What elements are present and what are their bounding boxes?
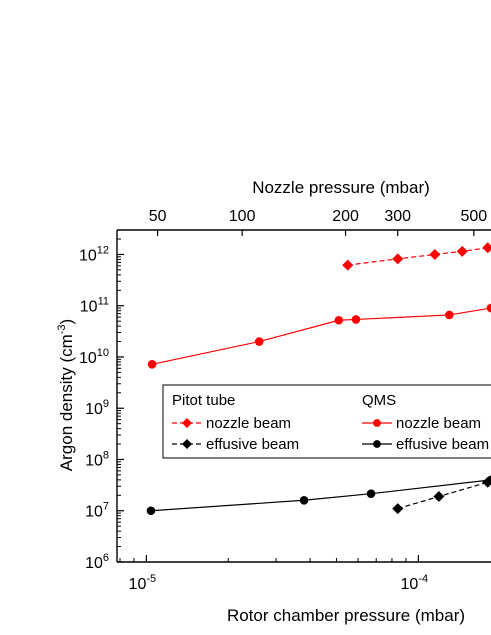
x-tick-label-exponent: -4 (418, 573, 428, 585)
legend-group-title-qms: QMS (362, 392, 396, 409)
data-point (433, 490, 445, 502)
plot-area (146, 242, 491, 516)
data-point (146, 506, 156, 516)
series-line (150, 479, 491, 512)
legend-marker (182, 439, 192, 449)
y-tick-label-base: 10 (85, 504, 103, 521)
data-point (254, 337, 264, 346)
y-axis-title-exponent: -3 (56, 324, 68, 334)
legend-marker (182, 418, 192, 428)
series-line (151, 307, 491, 365)
y-tick-label: 1010 (79, 347, 109, 367)
data-point (482, 242, 491, 254)
legend-box (162, 384, 491, 459)
x-axis-title: Rotor chamber pressure (mbar) (227, 606, 465, 625)
y-tick-label-exponent: 11 (98, 296, 109, 308)
y-tick-label: 108 (85, 449, 109, 469)
data-point (366, 489, 376, 498)
y-axis-title: Argon density (cm-3) (56, 319, 76, 471)
x-tick-label-base: 10 (401, 576, 419, 593)
y-tick-label: 1011 (80, 296, 109, 316)
y-tick-label-base: 10 (80, 299, 98, 316)
y-tick-label: 1012 (79, 244, 109, 264)
legend-group-title-pitot: Pitot tube (172, 392, 235, 409)
data-point (351, 315, 361, 324)
y-tick-label-base: 10 (79, 350, 97, 367)
y-tick-label-base: 10 (85, 452, 103, 469)
y-tick-label-exponent: 6 (103, 552, 109, 564)
legend-label: effusive beam (206, 436, 299, 453)
data-point (147, 359, 157, 369)
top-x-tick-label: 300 (384, 208, 411, 225)
y-tick-label-exponent: 7 (103, 501, 109, 513)
top-x-axis-title: Nozzle pressure (mbar) (252, 178, 430, 197)
y-tick-label-base: 10 (79, 247, 97, 264)
y-tick-label-base: 10 (85, 401, 103, 418)
data-point (456, 245, 468, 257)
y-tick-label: 106 (85, 552, 109, 572)
y-tick-label-exponent: 12 (97, 244, 109, 256)
x-tick-label: 10-4 (401, 573, 429, 593)
y-tick-label-exponent: 9 (103, 398, 109, 410)
legend-label: nozzle beam (396, 415, 481, 432)
legend-label: nozzle beam (206, 415, 291, 432)
top-x-tick-label: 100 (229, 208, 256, 225)
data-point (445, 310, 454, 320)
data-point (299, 495, 309, 505)
series-pitot-effusive-beam (392, 476, 491, 515)
legend-entry: effusive beam (362, 436, 489, 453)
data-point (429, 248, 441, 260)
data-point (486, 303, 491, 313)
legend-entry: effusive beam (172, 436, 299, 453)
series-qms-nozzle-beam (147, 303, 491, 369)
legend-entry: nozzle beam (172, 415, 291, 432)
y-tick-label-base: 10 (85, 555, 103, 572)
series-pitot-nozzle-beam (342, 242, 491, 271)
legend-entry: nozzle beam (362, 415, 481, 432)
legend-marker (373, 440, 381, 448)
legend: Pitot tube QMS nozzle beam effusive beam n… (162, 384, 491, 459)
x-tick-label-exponent: -5 (146, 573, 156, 585)
y-axis-title-close: ) (57, 319, 76, 325)
y-tick-label-exponent: 8 (103, 449, 109, 461)
top-x-tick-label: 50 (149, 208, 167, 225)
x-tick-label-base: 10 (129, 576, 147, 593)
top-x-tick-label: 500 (460, 208, 487, 225)
y-axis-title-main: Argon density (cm (57, 334, 76, 471)
series-line (347, 247, 488, 266)
data-point (392, 503, 404, 515)
data-point (392, 253, 404, 265)
y-tick-label: 107 (85, 501, 109, 521)
y-tick-label-exponent: 10 (97, 347, 109, 359)
x-tick-label: 10-5 (129, 573, 157, 593)
series-qms-effusive-beam (146, 475, 491, 516)
y-tick-label: 109 (85, 398, 109, 418)
legend-label: effusive beam (396, 436, 489, 453)
data-point (342, 259, 354, 271)
data-point (334, 315, 344, 325)
legend-marker (373, 419, 381, 427)
data-point (486, 475, 491, 485)
top-x-tick-label: 200 (332, 208, 359, 225)
